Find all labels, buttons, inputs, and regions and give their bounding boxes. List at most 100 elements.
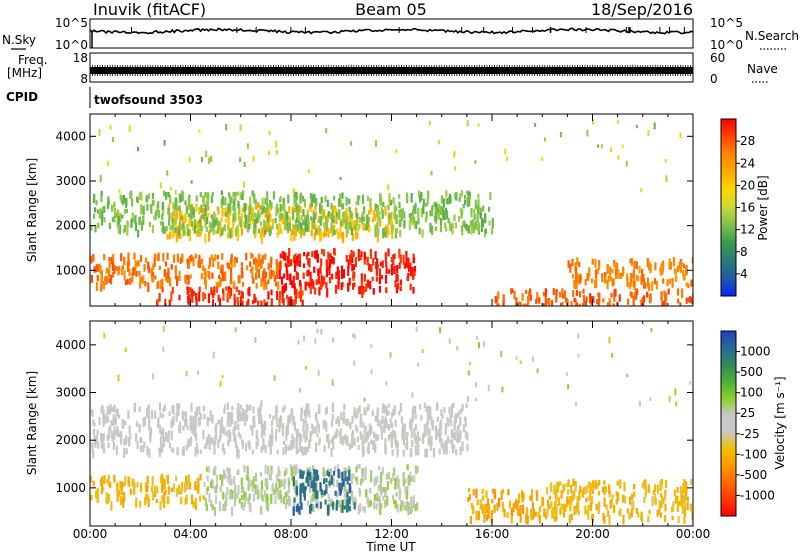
heatmap-cell <box>94 225 97 233</box>
heatmap-cell <box>190 210 193 218</box>
heatmap-cell <box>252 259 256 265</box>
heatmap-cell <box>402 472 405 482</box>
heatmap-cell <box>309 499 313 508</box>
heatmap-cell <box>203 481 206 487</box>
heatmap-cell <box>659 270 662 276</box>
heatmap-cell <box>205 466 209 472</box>
heatmap-cell <box>473 213 476 221</box>
heatmap-cell <box>536 491 539 501</box>
heatmap-cell <box>239 157 242 163</box>
heatmap-cell <box>184 278 188 285</box>
heatmap-cell <box>683 516 686 524</box>
heatmap-cell <box>598 479 601 486</box>
heatmap-cell <box>241 416 244 422</box>
heatmap-cell <box>312 209 315 215</box>
heatmap-cell <box>270 256 273 265</box>
heatmap-cell <box>497 291 500 299</box>
heatmap-cell <box>369 248 372 259</box>
heatmap-cell <box>314 426 317 434</box>
heatmap-cell <box>195 433 198 442</box>
heatmap-cell <box>264 222 267 230</box>
heatmap-cell <box>119 496 122 505</box>
heatmap-cell <box>308 442 311 449</box>
heatmap-cell <box>407 505 410 516</box>
heatmap-cell <box>279 196 282 202</box>
heatmap-cell <box>630 509 633 518</box>
heatmap-cell <box>275 429 278 435</box>
y-tick-label: 2000 <box>55 433 86 447</box>
heatmap-cell <box>306 447 309 453</box>
heatmap-cell <box>123 259 126 265</box>
heatmap-cell <box>596 268 599 275</box>
heatmap-cell <box>595 503 598 511</box>
heatmap-cell <box>257 202 260 207</box>
heatmap-cell <box>310 229 313 237</box>
heatmap-cell <box>578 291 582 298</box>
heatmap-cell <box>264 253 267 260</box>
heatmap-cell <box>204 217 207 224</box>
heatmap-cell <box>609 269 612 280</box>
heatmap-cell <box>191 288 194 299</box>
heatmap-cell <box>106 405 109 413</box>
heatmap-cell <box>621 494 625 503</box>
heatmap-cell <box>421 433 425 440</box>
heatmap-cell <box>240 501 243 509</box>
heatmap-cell <box>257 254 260 262</box>
heatmap-cell <box>646 291 649 298</box>
power-colorbar-label: Power [dB] <box>756 175 770 240</box>
heatmap-cell <box>224 212 228 217</box>
heatmap-cell <box>314 338 317 344</box>
heatmap-cell <box>233 259 236 268</box>
heatmap-cell <box>248 405 251 411</box>
heatmap-cell <box>317 225 320 236</box>
heatmap-cell <box>107 196 110 205</box>
heatmap-cell <box>188 229 191 234</box>
heatmap-cell <box>226 211 230 219</box>
heatmap-cell <box>346 440 349 447</box>
heatmap-cell <box>368 500 371 507</box>
heatmap-cell <box>150 409 153 420</box>
heatmap-cell <box>582 288 585 294</box>
heatmap-cell <box>178 222 181 230</box>
heatmap-cell <box>170 264 173 270</box>
heatmap-cell <box>356 464 359 469</box>
heatmap-cell <box>168 299 171 306</box>
x-tick-label: 04:00 <box>173 527 208 541</box>
heatmap-cell <box>287 485 291 493</box>
heatmap-cell <box>258 409 262 419</box>
heatmap-cell <box>375 203 378 211</box>
heatmap-cell <box>278 418 281 424</box>
heatmap-cell <box>204 501 207 507</box>
heatmap-cell <box>223 224 226 232</box>
heatmap-cell <box>689 381 692 385</box>
heatmap-cell <box>366 446 369 453</box>
heatmap-cell <box>484 228 487 234</box>
heatmap-cell <box>330 498 333 504</box>
heatmap-cell <box>352 272 355 280</box>
heatmap-cell <box>290 234 293 242</box>
heatmap-cell <box>361 218 364 225</box>
heatmap-cell <box>575 266 578 275</box>
heatmap-cell <box>244 419 247 426</box>
heatmap-cell <box>330 256 334 264</box>
heatmap-cell <box>183 225 186 235</box>
heatmap-cell <box>309 271 312 282</box>
heatmap-cell <box>590 501 593 512</box>
heatmap-cell <box>538 515 541 524</box>
heatmap-cell <box>259 415 262 425</box>
heatmap-cell <box>229 228 232 239</box>
heatmap-cell <box>382 228 385 239</box>
heatmap-cell <box>123 438 126 446</box>
heatmap-cell <box>354 228 358 234</box>
heatmap-cell <box>414 202 417 207</box>
heatmap-cell <box>191 419 194 428</box>
heatmap-cell <box>95 264 98 273</box>
heatmap-cell <box>653 490 656 496</box>
heatmap-cell <box>612 303 615 306</box>
heatmap-cell <box>589 484 592 492</box>
heatmap-cell <box>134 267 137 276</box>
heatmap-cell <box>341 203 344 210</box>
heatmap-cell <box>208 231 211 242</box>
heatmap-cell <box>156 254 159 261</box>
heatmap-cell <box>129 277 132 285</box>
